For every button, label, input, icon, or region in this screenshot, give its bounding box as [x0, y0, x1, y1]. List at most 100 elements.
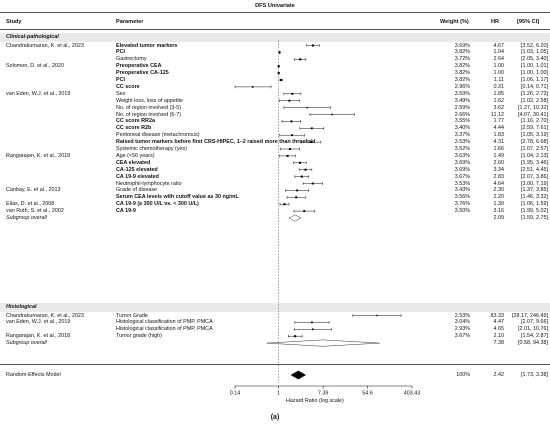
s1-row-2-weight: 3.82% — [454, 49, 470, 56]
s1-row-6-hr: 1.11 — [493, 77, 504, 83]
x-tick-label-5: 403.43 — [404, 391, 421, 397]
s1-row-10-ci: [1.27, 10.32] — [518, 104, 548, 111]
s1-row-10-point — [306, 106, 308, 109]
s1-row-19-ci: [2.51, 4.45] — [521, 166, 548, 173]
s1-row-1-hr: 4.67 — [493, 42, 505, 49]
s1-row-21-weight: 3.53% — [454, 180, 470, 187]
s1-row-9-point — [288, 99, 291, 102]
s1-row-3-parameter: Gastrectomy — [116, 56, 147, 63]
s1-row-2-ci: [1.03, 1.05] — [521, 49, 548, 56]
s2-row-1-study: Chandrakumaran, K. et al., 2023 — [6, 312, 84, 319]
s2-row-2-ci: [2.07, 9.66] — [521, 319, 548, 326]
s1-row-15-parameter: Raised tumor markers before first CRS-HI… — [116, 139, 316, 146]
s1-row-4-study: Solomon, D. et al., 2020 — [6, 63, 64, 70]
s1-row-2-hr: 1.04 — [493, 49, 505, 56]
header-top-rule — [0, 12, 550, 13]
s1-row-21-parameter: Neutrophil-lymphocyte ratio — [116, 180, 182, 187]
s1-row-18-point — [298, 161, 301, 164]
s2-row-1-hr: 83.33 — [490, 312, 505, 319]
s1-row-13-point — [310, 127, 313, 130]
s1-row-8-ci: [1.26, 2.72] — [521, 90, 548, 97]
s1-row-17-parameter: Age (<56 years) — [116, 152, 155, 159]
s1-row-4-hr: 1.00 — [493, 63, 505, 70]
s1-row-13-hr: 4.44 — [493, 125, 505, 132]
s1-row-17-weight: 3.63% — [454, 152, 470, 159]
s1-row-12-ci: [1.16, 2.70] — [521, 118, 548, 125]
s1-row-16-weight: 3.52% — [454, 146, 470, 152]
s1-row-20-hr: 2.83 — [493, 173, 505, 180]
section-heading-1: Clinical-pathological — [6, 34, 59, 40]
s1-row-13-parameter: CC score R2b — [116, 125, 152, 132]
total-hr: 2.42 — [493, 372, 505, 378]
s2-row-4-weight: 3.67% — [454, 333, 470, 340]
s2-row-2-weight: 3.04% — [454, 319, 470, 326]
s1-row-15-weight: 3.53% — [454, 139, 470, 146]
s1-row-24-point — [283, 203, 286, 206]
s1-row-5-ci: [1.00, 1.00] — [521, 70, 548, 77]
s1-row-11-weight: 2.66% — [454, 111, 470, 118]
s2-row-4-study: Rangarajan, K. et al., 2018 — [6, 333, 71, 340]
s1-row-16-point — [288, 148, 291, 150]
s2-overall-diamond — [266, 339, 380, 347]
s1-row-20-point — [300, 175, 303, 178]
s1-row-23-weight: 3.56% — [454, 194, 470, 201]
s1-row-5-point — [277, 72, 280, 75]
s1-row-21-ci: [3.00, 7.19] — [521, 180, 548, 187]
s1-overall-ci: [1.59, 2.75] — [521, 215, 548, 221]
s2-row-3-parameter: Histological classification of PMP, PMCA — [116, 326, 213, 333]
s1-row-20-ci: [2.07, 3.86] — [521, 173, 548, 180]
s2-row-1-ci: [28.17, 246.49] — [512, 312, 548, 319]
s1-row-8-point — [291, 92, 294, 95]
s1-row-4-weight: 3.82% — [454, 63, 470, 70]
s1-row-17-study: Rangarajan, K. et al., 2018 — [6, 152, 71, 159]
s1-row-2-point — [278, 51, 281, 54]
s1-row-6-weight: 3.82% — [454, 77, 470, 83]
header-weight: Weight (%) — [440, 19, 469, 25]
s1-row-5-weight: 3.82% — [454, 70, 470, 77]
s1-overall-diamond — [288, 214, 302, 222]
s1-row-3-weight: 3.72% — [454, 56, 470, 63]
s2-row-1-weight: 2.53% — [454, 312, 470, 319]
s1-row-17-hr: 1.49 — [493, 152, 505, 159]
s1-row-12-point — [290, 120, 293, 123]
s1-row-25-weight: 3.50% — [454, 208, 470, 215]
s2-row-3-point — [312, 328, 314, 331]
s2-overall-ci: [0.58, 94.38] — [518, 340, 548, 347]
s1-row-23-point — [295, 196, 298, 199]
s1-row-22-ci: [1.37, 3.85] — [521, 187, 548, 194]
s1-overall-label: Subgroup overall — [6, 215, 47, 221]
s1-row-14-parameter: Peritoneal disease (metachronous) — [116, 132, 200, 139]
s1-row-8-parameter: Sex — [116, 90, 126, 97]
s1-row-4-point — [277, 65, 280, 68]
s2-row-1-point — [376, 314, 378, 317]
s1-row-20-parameter: CA 19-9 elevated — [116, 173, 159, 180]
total-label: Random-Effects Model — [6, 372, 61, 378]
s1-row-15-ci: [2.78, 6.68] — [521, 139, 548, 146]
s2-row-3-hr: 4.65 — [493, 326, 505, 333]
s1-row-14-hr: 1.83 — [493, 132, 505, 139]
s1-row-23-hr: 2.20 — [493, 194, 505, 201]
s1-row-15-hr: 4.31 — [493, 139, 505, 146]
s1-row-9-ci: [1.02, 2.58] — [521, 97, 548, 104]
section-band-2 — [0, 303, 550, 312]
s1-overall-hr: 2.09 — [493, 215, 505, 221]
s1-row-19-point — [304, 168, 307, 171]
header-study: Study — [6, 19, 22, 25]
x-tick-label-4: 54.6 — [362, 391, 373, 397]
s1-row-1-parameter: Elevated tumor markers — [116, 42, 178, 49]
s1-row-19-hr: 3.34 — [493, 166, 505, 173]
s1-row-14-ci: [1.05, 3.19] — [521, 132, 548, 139]
s1-row-24-study: Elias, D. et al., 2008 — [6, 201, 55, 208]
s1-row-24-ci: [1.06, 1.59] — [521, 201, 548, 208]
s1-row-21-hr: 4.64 — [493, 180, 505, 187]
header-hr: HR — [491, 19, 500, 25]
s2-row-2-point — [311, 321, 313, 324]
s2-overall-hr: 7.38 — [493, 340, 505, 347]
s1-row-23-parameter: Serum CEA levels with cutoff value as 30… — [116, 194, 239, 201]
header-ci: [95% CI] — [517, 19, 540, 25]
s1-row-14-point — [291, 134, 294, 137]
s2-row-2-parameter: Histological classification of PMP, PMCA — [116, 319, 213, 326]
s1-row-22-study: Canbay, E. et al., 2013 — [6, 187, 61, 194]
x-axis-label: Hazard Ratio (log scale) — [286, 398, 344, 404]
